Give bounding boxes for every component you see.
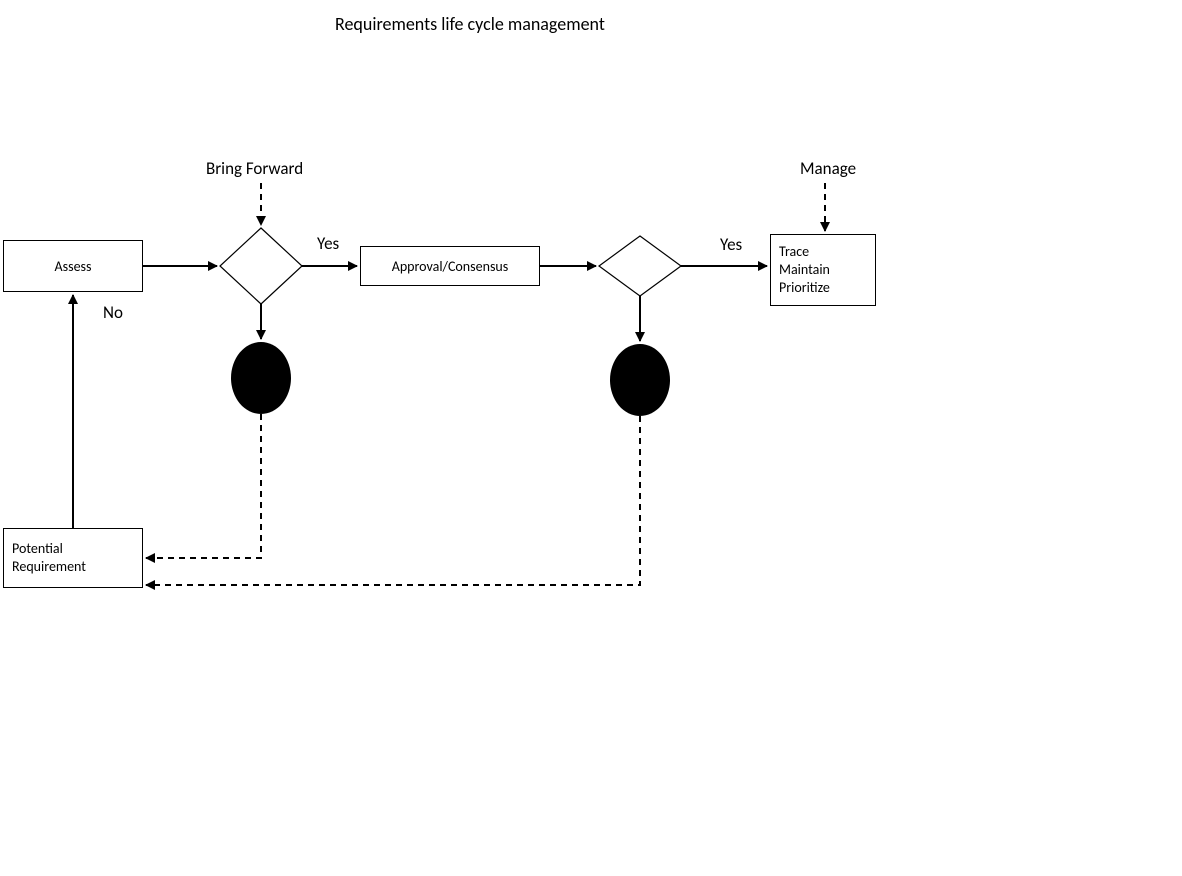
label-manage: Manage [800, 158, 856, 179]
node-potential-line2: Requirement [12, 558, 86, 576]
label-yes1: Yes [317, 233, 339, 254]
node-potential-line1: Potential [12, 540, 63, 558]
node-trace-line3: Prioritize [779, 279, 830, 297]
node-potential: Potential Requirement [3, 528, 143, 588]
node-decision1 [220, 228, 302, 304]
node-approval-label: Approval/Consensus [392, 258, 509, 275]
label-no: No [103, 302, 123, 323]
label-yes2: Yes [720, 234, 742, 255]
flowchart-container: Requirements life cycle management Asses… [0, 0, 1182, 876]
node-trace: Trace Maintain Prioritize [770, 234, 876, 306]
node-trace-line2: Maintain [779, 261, 830, 279]
node-ellipse1 [231, 342, 291, 414]
edge-ellipse1-potential [146, 414, 261, 558]
node-assess-label: Assess [55, 258, 92, 275]
flowchart-svg [0, 0, 1182, 876]
node-assess: Assess [3, 240, 143, 292]
label-bring-forward: Bring Forward [206, 158, 303, 179]
node-approval: Approval/Consensus [360, 246, 540, 286]
node-trace-line1: Trace [779, 243, 809, 261]
diagram-title: Requirements life cycle management [335, 13, 605, 35]
edge-ellipse2-potential [146, 416, 640, 585]
node-decision2 [599, 236, 681, 296]
node-ellipse2 [610, 344, 670, 416]
